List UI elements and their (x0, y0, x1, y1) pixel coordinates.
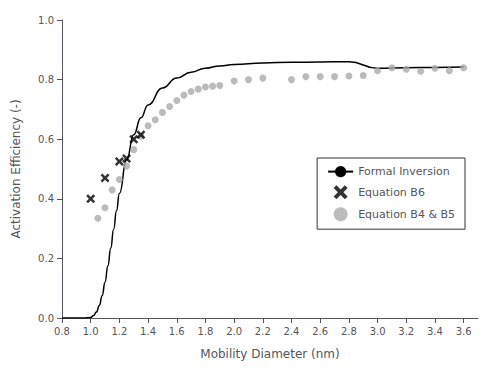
svg-text:0.8: 0.8 (38, 74, 54, 85)
svg-text:1.0: 1.0 (83, 326, 99, 337)
svg-text:Activation Efficiency (-): Activation Efficiency (-) (9, 99, 23, 238)
svg-text:Formal Inversion: Formal Inversion (358, 165, 450, 178)
svg-text:2.2: 2.2 (255, 326, 271, 337)
svg-text:1.0: 1.0 (38, 15, 54, 26)
svg-text:0.8: 0.8 (54, 326, 70, 337)
svg-text:Equation B4 & B5: Equation B4 & B5 (358, 208, 455, 221)
svg-text:2.0: 2.0 (226, 326, 242, 337)
svg-text:0.4: 0.4 (38, 193, 54, 204)
svg-text:3.6: 3.6 (456, 326, 472, 337)
svg-text:0.6: 0.6 (38, 134, 54, 145)
svg-text:1.8: 1.8 (197, 326, 213, 337)
svg-text:3.4: 3.4 (427, 326, 443, 337)
svg-text:0.0: 0.0 (38, 313, 54, 324)
svg-text:Equation B6: Equation B6 (358, 186, 425, 199)
svg-text:Mobility Diameter (nm): Mobility Diameter (nm) (200, 347, 339, 361)
svg-text:2.8: 2.8 (341, 326, 357, 337)
svg-text:2.4: 2.4 (284, 326, 300, 337)
svg-text:1.4: 1.4 (140, 326, 156, 337)
svg-text:3.0: 3.0 (370, 326, 386, 337)
svg-text:1.6: 1.6 (169, 326, 185, 337)
svg-text:2.6: 2.6 (312, 326, 328, 337)
svg-text:0.2: 0.2 (38, 253, 54, 264)
svg-text:1.2: 1.2 (111, 326, 127, 337)
svg-text:3.2: 3.2 (398, 326, 414, 337)
